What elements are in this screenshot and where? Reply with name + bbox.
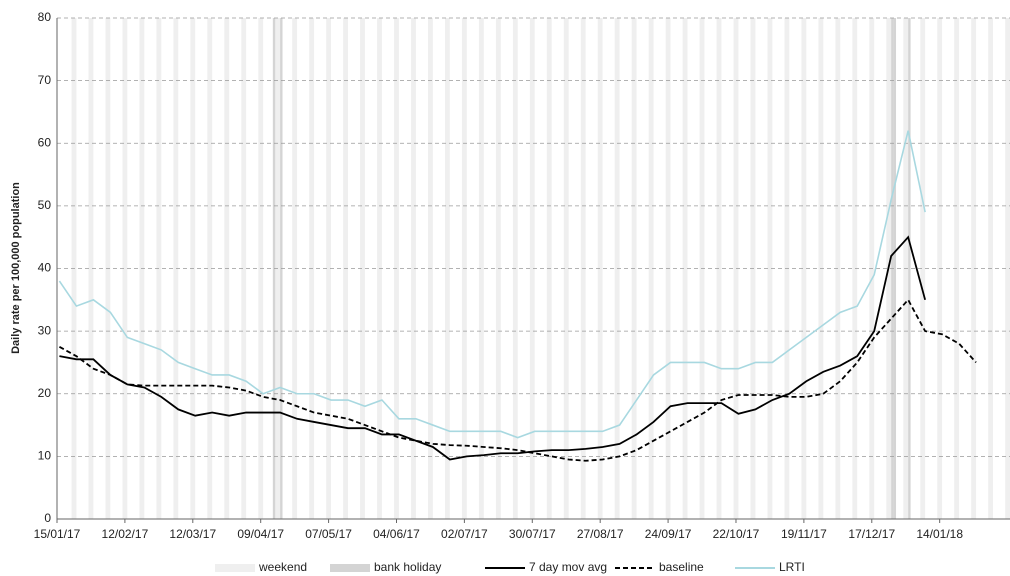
y-tick-label: 50 xyxy=(38,198,52,212)
x-tick-label: 27/08/17 xyxy=(577,527,624,541)
weekend-band xyxy=(444,18,450,519)
y-tick-label: 20 xyxy=(38,386,52,400)
bank-holiday-band xyxy=(908,18,911,519)
x-tick-label: 07/05/17 xyxy=(305,527,352,541)
weekend-band xyxy=(733,18,739,519)
legend-label: 7 day mov avg xyxy=(529,560,607,574)
weekend-band xyxy=(173,18,179,519)
y-tick-label: 10 xyxy=(38,449,52,463)
y-axis-label: Daily rate per 100,000 population xyxy=(10,182,22,354)
weekend-band xyxy=(529,18,535,519)
weekend-band xyxy=(88,18,94,519)
legend-label: LRTI xyxy=(779,560,805,574)
x-tick-label: 02/07/17 xyxy=(441,527,488,541)
x-tick-label: 12/02/17 xyxy=(102,527,149,541)
x-tick-label: 04/06/17 xyxy=(373,527,420,541)
y-tick-label: 0 xyxy=(44,511,51,525)
weekend-band xyxy=(648,18,654,519)
x-tick-label: 30/07/17 xyxy=(509,527,556,541)
legend-label: weekend xyxy=(258,560,307,574)
weekend-band xyxy=(597,18,603,519)
weekend-band xyxy=(478,18,484,519)
x-tick-label: 09/04/17 xyxy=(237,527,284,541)
x-tick-label: 14/01/18 xyxy=(916,527,963,541)
legend-swatch xyxy=(215,564,255,572)
weekend-band xyxy=(411,18,416,519)
series-line xyxy=(58,298,977,462)
weekend-band xyxy=(122,18,128,519)
x-tick-label: 12/03/17 xyxy=(169,527,216,541)
weekend-band xyxy=(716,18,722,519)
y-tick-label: 80 xyxy=(38,10,52,24)
weekend-band xyxy=(1005,18,1010,519)
weekend-band xyxy=(767,18,773,519)
bank-holiday-band xyxy=(893,18,897,519)
legend-swatch xyxy=(330,564,370,572)
weekend-band xyxy=(241,18,247,519)
y-tick-label: 60 xyxy=(38,135,52,149)
x-tick-label: 24/09/17 xyxy=(645,527,692,541)
weekend-band xyxy=(920,18,926,519)
weekend-band xyxy=(682,18,688,519)
x-tick-label: 22/10/17 xyxy=(713,527,760,541)
x-tick-label: 15/01/17 xyxy=(34,527,81,541)
weekend-band xyxy=(360,18,365,519)
weekend-band xyxy=(563,18,569,519)
y-tick-label: 70 xyxy=(38,73,52,87)
series-line xyxy=(59,235,926,461)
legend-label: baseline xyxy=(659,560,704,574)
weekend-band xyxy=(207,18,213,519)
weekend-band xyxy=(852,18,858,519)
weekend-band xyxy=(971,18,977,519)
series-line xyxy=(58,130,926,439)
x-tick-label: 17/12/17 xyxy=(848,527,895,541)
legend-label: bank holiday xyxy=(374,560,441,574)
weekend-band xyxy=(801,18,807,519)
weekend-band xyxy=(326,18,332,519)
weekend-band xyxy=(292,18,298,519)
y-tick-label: 40 xyxy=(38,261,52,275)
y-tick-label: 30 xyxy=(38,323,52,337)
x-tick-label: 19/11/17 xyxy=(781,527,827,541)
